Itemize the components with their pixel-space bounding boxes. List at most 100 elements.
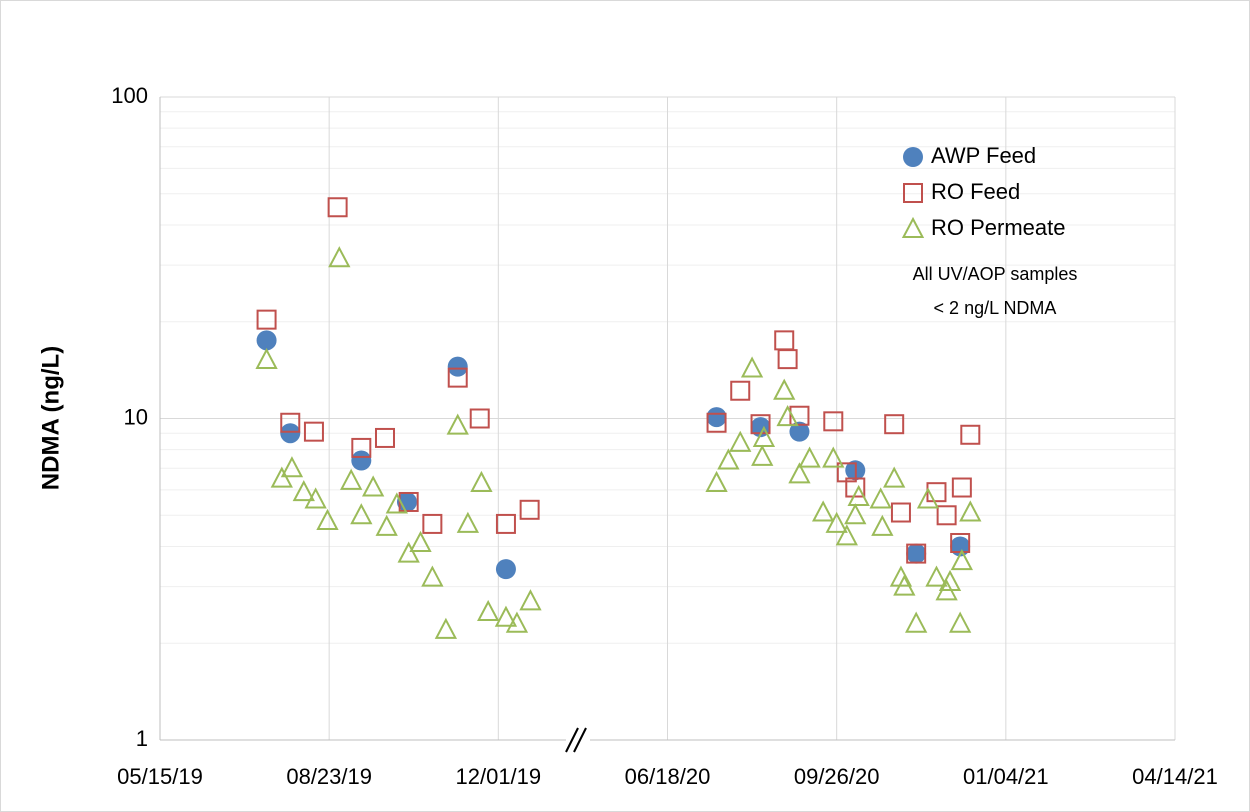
marker-square <box>706 412 727 433</box>
marker-circle <box>351 450 372 471</box>
grid <box>159 96 1176 741</box>
marker-triangle <box>847 484 870 506</box>
legend: AWP Feed RO Feed RO Permeate All UV/AOP sam… <box>901 143 1078 318</box>
marker-triangle <box>752 425 776 447</box>
marker-triangle <box>740 356 764 378</box>
marker-triangle <box>385 492 408 514</box>
y-tick-label: 1 <box>136 726 148 751</box>
x-tick-label: 06/18/20 <box>625 764 711 789</box>
marker-triangle <box>905 611 928 633</box>
x-tick-label: 04/14/21 <box>1132 764 1218 789</box>
marker-square <box>351 437 372 458</box>
marker-triangle <box>470 470 493 493</box>
legend-label: RO Permeate <box>931 215 1066 240</box>
axes: 1 10 100 05/15/19 08/23/19 12/01/19 06/18/20 09… <box>111 83 1218 789</box>
marker-square <box>256 309 277 330</box>
marker-triangle <box>835 524 858 546</box>
marker-square <box>447 367 468 388</box>
marker-square <box>327 197 348 218</box>
marker-triangle <box>304 487 327 509</box>
marker-square <box>374 427 395 448</box>
legend-label: RO Feed <box>931 179 1020 204</box>
marker-square <box>422 513 443 534</box>
marker-triangle <box>889 565 913 587</box>
marker-triangle <box>280 456 304 478</box>
marker-triangle <box>270 466 293 488</box>
marker-triangle <box>375 514 398 536</box>
legend-label: AWP Feed <box>931 143 1036 168</box>
marker-square <box>884 414 905 435</box>
marker-triangle <box>869 487 892 509</box>
marker-triangle <box>776 404 799 427</box>
annotation: < 2 ng/L NDMA <box>934 298 1057 318</box>
y-tick-label: 10 <box>124 404 148 429</box>
marker-circle <box>903 147 923 167</box>
annotation: All UV/AOP samples <box>913 264 1078 284</box>
marker-triangle <box>844 503 867 525</box>
marker-square <box>777 349 798 370</box>
marker-triangle <box>893 574 916 596</box>
axis-break <box>565 727 590 753</box>
marker-triangle <box>434 617 458 639</box>
marker-triangle <box>822 446 845 468</box>
marker-circle <box>280 423 301 444</box>
marker-triangle <box>505 611 529 633</box>
marker-square <box>951 477 972 498</box>
marker-triangle <box>705 470 728 493</box>
marker-triangle <box>773 378 796 400</box>
marker-triangle <box>901 216 925 238</box>
marker-triangle <box>788 462 811 484</box>
marker-triangle <box>494 605 518 627</box>
marker-triangle <box>811 500 835 522</box>
marker-triangle <box>255 347 278 370</box>
marker-triangle <box>292 480 315 502</box>
marker-triangle <box>519 589 542 611</box>
marker-square <box>890 502 911 523</box>
marker-triangle <box>871 514 894 536</box>
y-tick-label: 100 <box>111 83 148 108</box>
marker-triangle <box>825 511 848 533</box>
marker-triangle <box>361 475 385 497</box>
marker-square <box>303 421 324 442</box>
marker-triangle <box>916 487 940 509</box>
marker-triangle <box>925 565 948 587</box>
marker-square <box>903 183 923 203</box>
marker-square <box>950 532 971 553</box>
marker-triangle <box>959 500 982 522</box>
marks <box>255 197 982 639</box>
marker-triangle <box>477 599 500 622</box>
x-tick-label: 01/04/21 <box>963 764 1049 789</box>
marker-circle <box>495 559 516 580</box>
marker-triangle <box>350 503 373 525</box>
marker-square <box>789 405 810 426</box>
marker-circle <box>256 330 277 351</box>
marker-triangle <box>421 565 444 587</box>
marker-triangle <box>397 541 420 563</box>
marker-triangle <box>938 569 962 592</box>
x-tick-label: 05/15/19 <box>117 764 203 789</box>
marker-square <box>960 424 981 445</box>
axis-break-line <box>565 727 579 753</box>
marker-circle <box>396 491 417 512</box>
marker-square <box>823 411 844 432</box>
marker-triangle <box>751 444 774 466</box>
marker-circle <box>447 356 468 377</box>
marker-circle <box>789 421 810 442</box>
marker-triangle <box>328 246 351 268</box>
x-tick-label: 09/26/20 <box>794 764 880 789</box>
marker-triangle <box>339 468 363 490</box>
axis-break-line <box>573 727 587 753</box>
marker-circle <box>906 543 927 564</box>
marker-circle <box>706 407 727 428</box>
marker-square <box>936 505 957 526</box>
x-tick-label: 12/01/19 <box>456 764 542 789</box>
y-axis-label: NDMA (ng/L) <box>37 346 64 490</box>
marker-square <box>845 477 866 498</box>
marker-triangle <box>456 511 480 533</box>
marker-triangle <box>798 446 821 468</box>
marker-square <box>469 408 490 429</box>
x-tick-label: 08/23/19 <box>286 764 372 789</box>
axis-break-gap <box>566 728 590 752</box>
